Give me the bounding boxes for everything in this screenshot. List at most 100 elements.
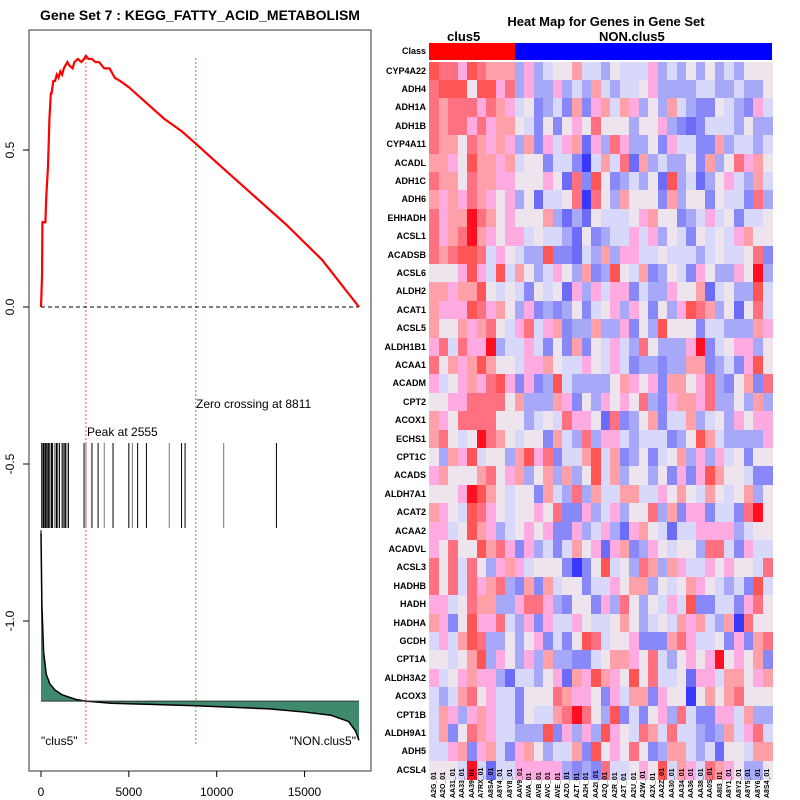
heatmap-cell — [457, 760, 468, 780]
heatmap-cell — [714, 135, 725, 155]
heatmap-cell — [543, 374, 554, 394]
heatmap-cell — [581, 135, 592, 155]
heatmap-cell — [505, 245, 516, 265]
heatmap-cell — [667, 116, 678, 136]
heatmap-cell — [448, 263, 459, 283]
heatmap-cell — [724, 79, 735, 99]
heatmap-cell — [657, 613, 668, 633]
heatmap-cell — [619, 687, 630, 707]
heatmap-cell — [743, 539, 754, 559]
heatmap-cell — [667, 447, 678, 467]
heatmap-row-label: HADH — [400, 599, 426, 610]
heatmap-cell — [714, 650, 725, 670]
heatmap-cell — [429, 392, 440, 412]
heatmap-cell — [486, 135, 497, 155]
heatmap-cell — [448, 300, 459, 320]
heatmap-cell — [438, 558, 449, 578]
heatmap-cell — [581, 576, 592, 596]
heatmap-cell — [724, 319, 735, 339]
heatmap-cell — [514, 374, 525, 394]
heatmap-cell — [562, 282, 573, 302]
heatmap-cell — [581, 429, 592, 449]
heatmap-cell — [753, 98, 764, 118]
heatmap-cell — [734, 282, 745, 302]
ranked-metric-line — [40, 533, 360, 741]
heatmap-cell — [695, 447, 706, 467]
heatmap-row-label: CPT1C — [396, 451, 426, 462]
heatmap-cell — [762, 171, 773, 191]
heatmap-cell — [734, 650, 745, 670]
heatmap-cell — [695, 245, 706, 265]
heatmap-cell — [619, 503, 630, 523]
heatmap-cell — [695, 705, 706, 725]
heatmap-cell — [562, 300, 573, 320]
heatmap-cell — [638, 374, 649, 394]
heatmap-column-label: AVB_01 — [535, 772, 543, 798]
heatmap-cell — [629, 337, 640, 357]
heatmap-cell — [572, 539, 583, 559]
heatmap-column-label: AA39_01 — [468, 768, 476, 798]
heatmap-cell — [734, 135, 745, 155]
heatmap-cell — [486, 723, 497, 743]
heatmap-cell — [486, 263, 497, 283]
heatmap-cell — [667, 668, 678, 688]
heatmap-cell — [686, 153, 697, 173]
heatmap-cell — [657, 61, 668, 81]
heatmap-cell — [562, 337, 573, 357]
heatmap-cell — [457, 429, 468, 449]
heatmap-cell — [667, 282, 678, 302]
peak-label: Peak at 2555 — [87, 425, 158, 439]
heatmap-cell — [438, 447, 449, 467]
heatmap-cell — [505, 227, 516, 247]
heatmap-cell — [676, 392, 687, 412]
heatmap-cell — [600, 650, 611, 670]
heatmap-cell — [705, 631, 716, 651]
heatmap-cell — [619, 337, 630, 357]
heatmap-cell — [562, 723, 573, 743]
heatmap-cell — [600, 374, 611, 394]
heatmap-cell — [762, 116, 773, 136]
heatmap-cell — [591, 190, 602, 210]
heatmap-cell — [572, 631, 583, 651]
heatmap-cell — [743, 411, 754, 431]
y-tick-label: -0.5 — [3, 453, 17, 474]
heatmap-cell — [619, 79, 630, 99]
heatmap-cell — [486, 190, 497, 210]
heatmap-cell — [572, 521, 583, 541]
heatmap-cell — [724, 447, 735, 467]
heatmap-cell — [438, 631, 449, 651]
heatmap-cell — [686, 300, 697, 320]
heatmap-cell — [476, 282, 487, 302]
heatmap-cell — [457, 742, 468, 762]
heatmap-cell — [438, 687, 449, 707]
heatmap-cell — [714, 374, 725, 394]
heatmap-cell — [657, 319, 668, 339]
heatmap-cell — [505, 61, 516, 81]
heatmap-cell — [429, 447, 440, 467]
heatmap-cell — [657, 392, 668, 412]
heatmap-cell — [486, 98, 497, 118]
heatmap-cell — [457, 135, 468, 155]
heatmap-cell — [629, 79, 640, 99]
heatmap-cell — [524, 190, 535, 210]
heatmap-cell — [648, 411, 659, 431]
heatmap-cell — [514, 208, 525, 228]
heatmap-cell — [762, 227, 773, 247]
heatmap-cell — [467, 723, 478, 743]
heatmap-cell — [638, 705, 649, 725]
heatmap-cell — [648, 705, 659, 725]
heatmap-cell — [734, 171, 745, 191]
heatmap-cell — [438, 79, 449, 99]
heatmap-cell — [429, 153, 440, 173]
heatmap-cell — [543, 760, 554, 780]
heatmap-cell — [552, 503, 563, 523]
heatmap-cell — [552, 723, 563, 743]
heatmap-cell — [429, 687, 440, 707]
heatmap-cell — [581, 263, 592, 283]
heatmap-cell — [552, 263, 563, 283]
heatmap-cell — [505, 135, 516, 155]
heatmap-column-label: AA2Z_01 — [659, 768, 667, 798]
heatmap-cell — [524, 227, 535, 247]
heatmap-cell — [610, 613, 621, 633]
heatmap-cell — [572, 300, 583, 320]
